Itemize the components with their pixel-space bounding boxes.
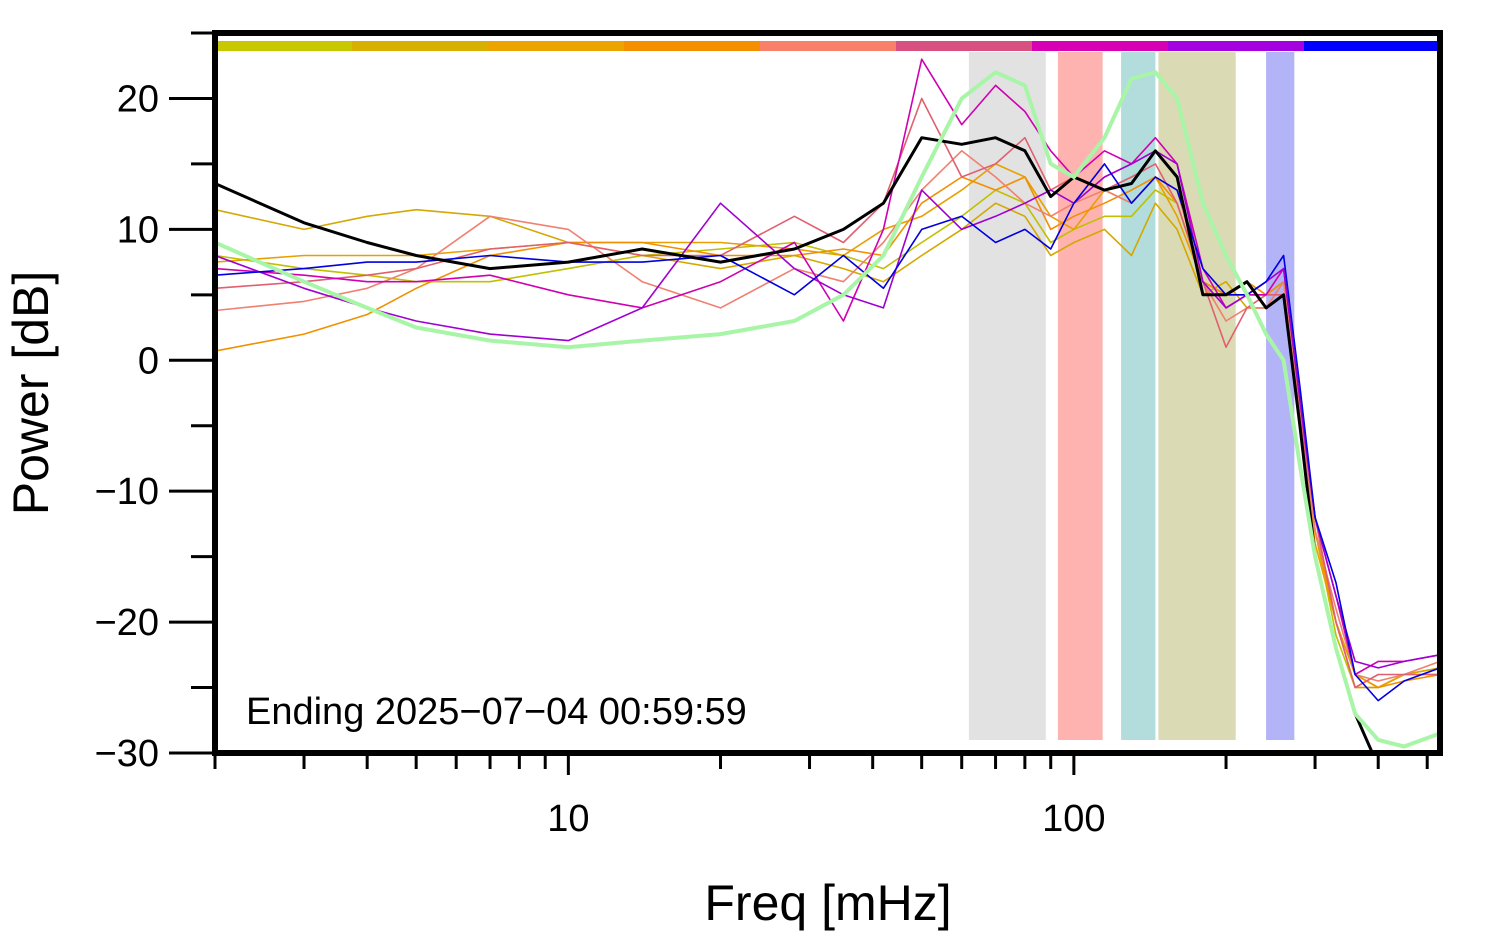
- band: [1121, 52, 1156, 740]
- band: [1057, 52, 1103, 740]
- x-tick-label: 10: [547, 798, 589, 840]
- series-line: [215, 58, 1440, 676]
- color-bar-segment: [1304, 41, 1440, 51]
- series-line: [215, 97, 1440, 689]
- series-line: [215, 150, 1440, 682]
- x-tick-label: 100: [1042, 798, 1105, 840]
- color-bar-segment: [1032, 41, 1168, 51]
- series-line: [215, 163, 1440, 702]
- color-bar-segment: [352, 41, 488, 51]
- series-line: [215, 163, 1440, 689]
- series-line: [215, 70, 1440, 749]
- y-tick-label: 10: [117, 209, 159, 251]
- annotation: Ending 2025−07−04 00:59:59: [246, 691, 747, 733]
- y-tick-label: 0: [138, 340, 159, 382]
- axes: 10 100 −30 −20 −10 0 10 20: [95, 31, 1429, 840]
- y-tick-label: −30: [95, 733, 159, 775]
- plot-frame: [212, 30, 1443, 756]
- color-bar-segment: [624, 41, 760, 51]
- y-axis-title: Power [dB]: [3, 271, 59, 516]
- color-bar: [215, 41, 1440, 51]
- color-bar-segment: [488, 41, 624, 51]
- series-line: [215, 136, 1375, 753]
- color-bar-segment: [896, 41, 1032, 51]
- color-bar-segment: [215, 41, 352, 51]
- y-tick-label: −20: [95, 602, 159, 644]
- y-tick-label: 20: [117, 78, 159, 120]
- color-bar-segment: [1168, 41, 1304, 51]
- band: [1158, 52, 1236, 740]
- series-line: [215, 150, 1440, 669]
- x-axis-title: Freq [mHz]: [704, 875, 951, 931]
- lines: [215, 58, 1440, 753]
- bands: [968, 52, 1295, 740]
- y-tick-label: −10: [95, 471, 159, 513]
- color-bar-segment: [760, 41, 896, 51]
